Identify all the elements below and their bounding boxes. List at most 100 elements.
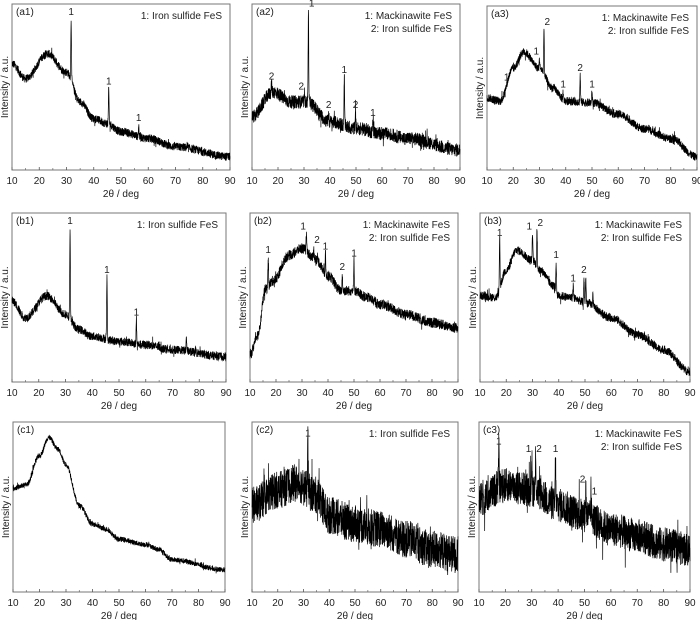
x-tick-label: 50	[579, 388, 591, 399]
x-tick-label: 70	[639, 176, 651, 187]
x-tick-label: 10	[481, 176, 493, 187]
x-tick-label: 60	[376, 176, 388, 187]
x-tick-label: 60	[375, 598, 387, 609]
x-tick-label: 40	[87, 388, 99, 399]
xrd-pattern-line	[12, 434, 226, 574]
x-tick-label: 20	[272, 176, 284, 187]
peak-label: 1	[104, 265, 110, 276]
peak-label: 1	[560, 79, 566, 90]
x-axis-label: 2θ / deg	[566, 611, 602, 620]
y-axis-label: Intensity / a.u.	[238, 266, 249, 328]
x-tick-label: 30	[298, 176, 310, 187]
panel-b1: 10 20 30 40 50 60 70 80 90 2θ / deg Intensity / a.…	[0, 212, 232, 412]
x-tick-label: 60	[143, 176, 155, 187]
x-tick-label: 70	[402, 176, 414, 187]
xrd-pattern-line	[249, 231, 459, 359]
x-tick-label: 40	[324, 176, 336, 187]
legend-entry: 2: Iron sulfide FeS	[369, 233, 450, 244]
peak-label: 1	[300, 221, 306, 232]
y-axis-label: Intensity / a.u.	[468, 266, 479, 328]
peak-label: 1	[309, 0, 315, 10]
x-tick-label: 60	[605, 598, 617, 609]
x-tick-label: 20	[501, 388, 513, 399]
x-axis-label: 2θ / deg	[101, 611, 137, 620]
x-tick-label: 30	[296, 388, 308, 399]
peak-label: 2	[269, 72, 275, 83]
peak-label: 1	[526, 444, 532, 455]
legend-entry: 1: Mackinawite FeS	[595, 429, 683, 440]
panel-c2: 10 20 30 40 50 60 70 80 90 2θ / deg Intensity / a.…	[240, 421, 464, 622]
x-tick-label: 70	[632, 598, 644, 609]
peak-label: 1	[504, 73, 510, 84]
x-axis-label: 2θ / deg	[338, 189, 374, 200]
peak-label: 1	[496, 437, 502, 448]
peak-label: 1	[68, 7, 74, 18]
peak-label: 1	[553, 250, 559, 261]
panel-tag: (a1)	[16, 7, 34, 18]
legend-entry: 2: Iron sulfide FeS	[601, 233, 682, 244]
legend-entry: 1: Iron sulfide FeS	[137, 220, 218, 231]
xrd-pattern-line	[251, 9, 461, 157]
y-axis-label: Intensity / a.u.	[0, 266, 11, 328]
x-tick-label: 80	[658, 598, 670, 609]
peak-label: 1	[106, 77, 112, 88]
y-axis-label: Intensity / a.u.	[467, 476, 478, 538]
x-tick-label: 30	[60, 598, 72, 609]
x-tick-label: 40	[324, 598, 336, 609]
x-tick-label: 50	[113, 388, 125, 399]
plot-frame	[11, 3, 231, 171]
x-tick-label: 60	[140, 388, 152, 399]
x-axis-label: 2θ / deg	[101, 401, 137, 412]
x-tick-label: 90	[684, 598, 696, 609]
legend-entry: 1: Mackinawite FeS	[602, 13, 690, 24]
peak-label: 1	[351, 248, 357, 259]
x-tick-label: 70	[166, 598, 178, 609]
panel-a1: 10 20 30 40 50 60 70 80 90 2θ / deg Intensity / a.…	[0, 3, 236, 200]
peak-label: 2	[353, 100, 359, 111]
y-axis-label: Intensity / a.u.	[0, 56, 11, 118]
xrd-pattern-line	[251, 426, 459, 575]
plot-frame	[12, 421, 226, 593]
legend-entry: 2: Iron sulfide FeS	[608, 26, 689, 37]
panel-tag: (b1)	[16, 216, 34, 227]
x-tick-label: 30	[534, 176, 546, 187]
x-tick-label: 70	[400, 388, 412, 399]
legend-entry: 2: Iron sulfide FeS	[371, 24, 452, 35]
y-axis-label: Intensity / a.u.	[240, 56, 251, 118]
x-tick-label: 10	[6, 176, 18, 187]
x-tick-label: 90	[452, 598, 464, 609]
legend-entry: 1: Mackinawite FeS	[363, 220, 451, 231]
x-tick-label: 70	[167, 388, 179, 399]
x-tick-label: 20	[500, 598, 512, 609]
x-tick-label: 40	[322, 388, 334, 399]
peak-label: 1	[370, 108, 376, 119]
x-tick-label: 90	[684, 388, 696, 399]
x-tick-label: 80	[427, 598, 439, 609]
peak-label: 1	[67, 216, 73, 227]
x-tick-label: 50	[348, 388, 360, 399]
peak-label: 2	[340, 262, 346, 273]
x-tick-label: 20	[34, 176, 46, 187]
xrd-pattern-line	[479, 229, 691, 376]
x-tick-label: 10	[246, 598, 258, 609]
panel-b3: 10 20 30 40 50 60 70 80 90 2θ / deg Intensity / a.…	[468, 212, 696, 412]
x-tick-label: 90	[454, 176, 466, 187]
panel-tag: (c1)	[17, 425, 34, 436]
peak-label: 2	[536, 444, 542, 455]
x-tick-label: 50	[350, 176, 362, 187]
x-axis-label: 2θ / deg	[337, 611, 373, 620]
peak-label: 1	[592, 487, 598, 498]
peak-label: 1	[533, 46, 539, 57]
x-tick-label: 40	[553, 598, 565, 609]
x-tick-label: 80	[194, 388, 206, 399]
peak-label: 1	[570, 274, 576, 285]
x-tick-label: 30	[526, 598, 538, 609]
x-tick-label: 20	[508, 176, 520, 187]
x-tick-label: 80	[197, 176, 209, 187]
x-tick-label: 10	[7, 598, 19, 609]
x-tick-label: 20	[270, 388, 282, 399]
peak-label: 1	[589, 79, 595, 90]
peak-label: 2	[537, 218, 543, 229]
panel-tag: (a2)	[256, 7, 274, 18]
panel-b2: 10 20 30 40 50 60 70 80 90 2θ / deg Intensity / a.…	[238, 212, 464, 412]
